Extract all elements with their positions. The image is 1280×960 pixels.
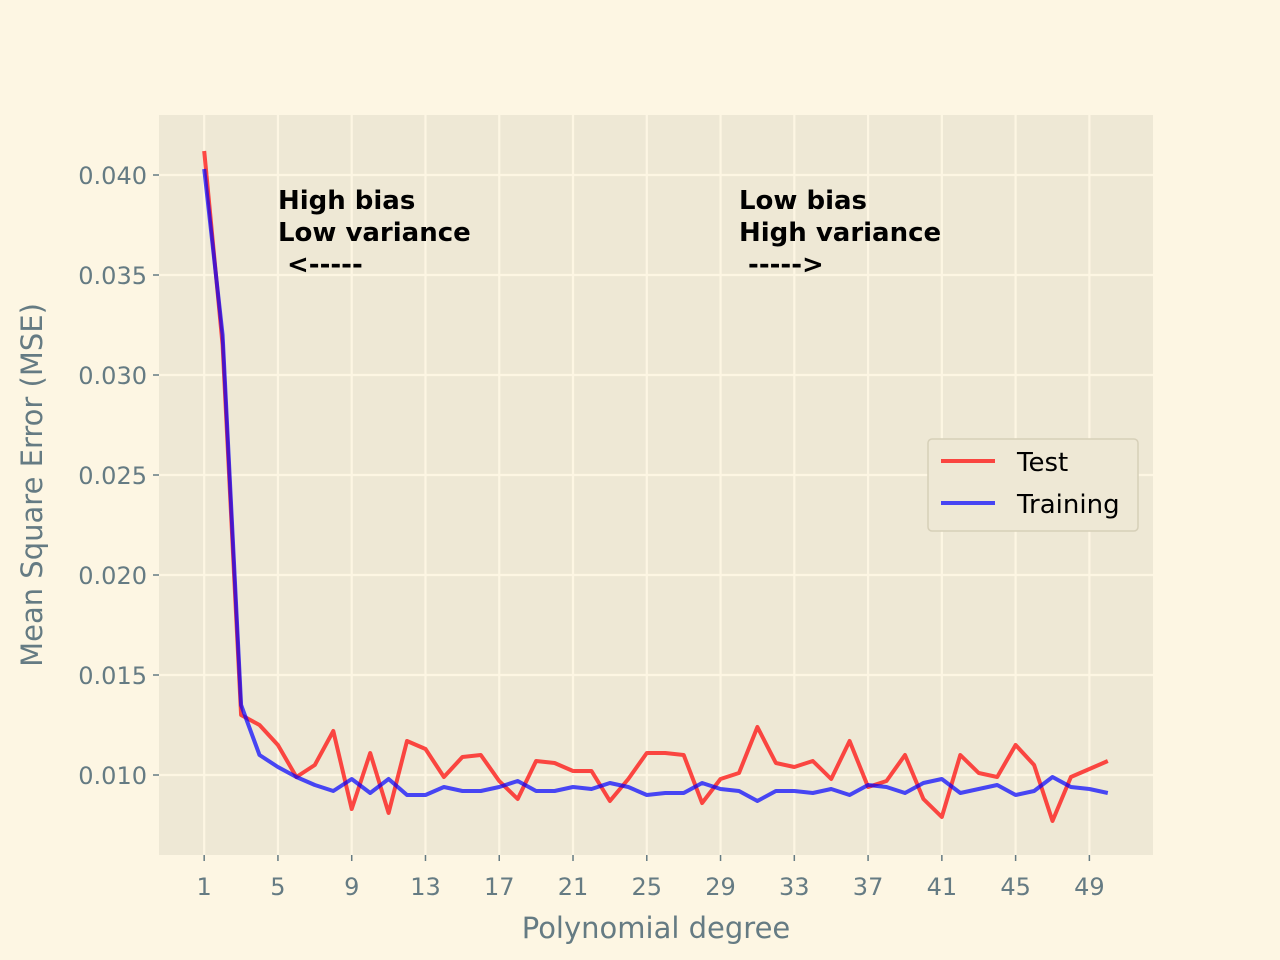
annotation-left: High bias Low variance <----- [278,186,471,280]
annotation-line: High variance [739,218,941,248]
y-tick-label: 0.040 [78,162,147,190]
x-tick-label: 5 [270,873,285,901]
x-tick-label: 1 [197,873,212,901]
y-axis-label: Mean Square Error (MSE) [15,303,49,667]
annotation-line: -----> [739,250,824,280]
y-axis-ticks: 0.010 0.015 0.020 0.025 0.030 0.035 0.040 [78,162,159,790]
annotation-line: Low variance [278,218,471,248]
series-line-training [202,168,1109,803]
x-axis-label: Polynomial degree [522,911,791,945]
x-tick-label: 41 [927,873,958,901]
series-line-test [202,150,1109,823]
x-tick-label: 49 [1074,873,1105,901]
legend-label-training: Training [1016,490,1120,520]
x-axis-ticks: 1 5 9 13 17 21 25 29 33 37 41 45 49 [197,855,1105,901]
y-tick-label: 0.010 [78,762,147,790]
y-tick-label: 0.030 [78,362,147,390]
legend-label-test: Test [1016,448,1068,478]
x-tick-label: 13 [410,873,441,901]
x-tick-label: 17 [484,873,515,901]
y-tick-label: 0.025 [78,462,147,490]
x-tick-label: 33 [779,873,810,901]
x-tick-label: 21 [558,873,589,901]
x-tick-label: 45 [1000,873,1031,901]
series-lines [202,150,1109,823]
x-tick-label: 9 [344,873,359,901]
y-tick-label: 0.015 [78,662,147,690]
y-tick-label: 0.035 [78,262,147,290]
legend: Test Training [927,438,1139,532]
y-tick-label: 0.020 [78,562,147,590]
annotation-line: <----- [278,250,363,280]
x-tick-label: 37 [853,873,884,901]
annotation-right: Low bias High variance -----> [739,186,941,280]
annotation-line: High bias [278,186,415,216]
annotation-line: Low bias [739,186,867,216]
x-tick-label: 29 [705,873,736,901]
x-tick-label: 25 [632,873,663,901]
annotations: High bias Low variance <-----Low bias High… [278,186,941,280]
